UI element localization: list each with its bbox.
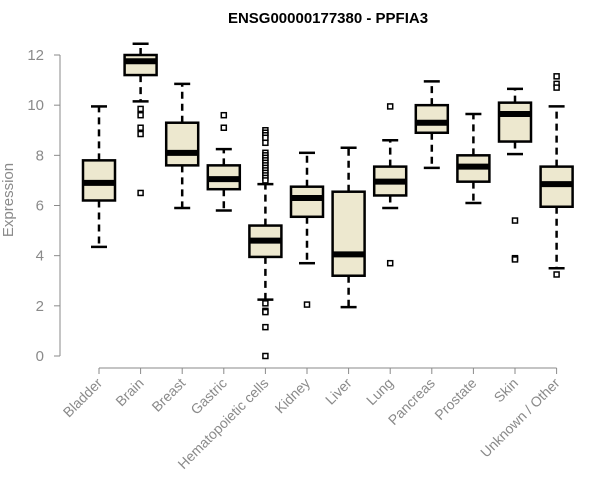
outlier-point: [262, 300, 269, 307]
y-tick-label: 6: [36, 198, 44, 215]
x-tick-label: Lung: [363, 375, 396, 408]
box-gastric: [206, 111, 242, 212]
y-axis-label: Expression: [0, 163, 17, 237]
outlier-point: [262, 308, 269, 316]
x-tick-label: Bladder: [60, 375, 106, 421]
box-bladder: [81, 105, 117, 249]
outlier-point: [137, 111, 144, 119]
box-lung: [372, 103, 408, 267]
y-tick-label: 10: [27, 97, 44, 114]
iqr-box: [123, 53, 158, 77]
x-tick-label: Breast: [148, 375, 188, 415]
outlier-point: [553, 73, 560, 80]
box-skin: [497, 87, 533, 263]
y-tick-label: 8: [36, 147, 44, 164]
box-hematopoietic-cells: [248, 127, 283, 360]
y-tick-label: 4: [36, 248, 44, 265]
x-tick-label: Skin: [491, 375, 522, 406]
box-liver: [331, 146, 366, 309]
y-tick-label: 2: [36, 298, 44, 315]
iqr-box: [164, 121, 200, 167]
outlier-point: [511, 256, 519, 263]
x-tick-label: Liver: [322, 375, 355, 408]
iqr-box: [289, 185, 325, 219]
outlier-point: [137, 105, 144, 113]
box-breast: [164, 82, 200, 210]
box-unknown-other: [539, 73, 574, 278]
outlier-point: [386, 259, 394, 267]
y-tick-label: 0: [36, 348, 44, 365]
x-tick-label: Brain: [112, 375, 146, 409]
outlier-point: [511, 217, 519, 224]
box-pancreas: [414, 80, 450, 170]
x-tick-label: Prostate: [431, 375, 479, 423]
outlier-point: [262, 139, 269, 147]
outlier-point: [220, 111, 228, 119]
outlier-point: [262, 352, 269, 360]
outlier-point: [262, 134, 269, 142]
outlier-point: [220, 124, 228, 131]
outlier-point: [303, 301, 311, 308]
iqr-box: [497, 101, 533, 143]
outlier-point: [137, 130, 144, 138]
box-brain: [123, 42, 158, 197]
outlier-point: [386, 103, 394, 110]
outlier-point: [553, 84, 560, 91]
outlier-point: [553, 271, 560, 278]
chart-title: ENSG00000177380 - PPFIA3: [228, 10, 428, 27]
outlier-point: [262, 323, 269, 331]
x-tick-label: Kidney: [272, 375, 314, 417]
boxes: [81, 42, 574, 360]
iqr-box: [414, 103, 450, 135]
outlier-point: [137, 124, 144, 131]
box-kidney: [289, 151, 325, 308]
y-axis: 0 2 4 6 8 10 12: [27, 47, 61, 365]
outlier-point: [137, 189, 144, 197]
iqr-box: [331, 190, 366, 277]
y-tick-label: 12: [27, 47, 44, 64]
box-prostate: [456, 112, 491, 205]
outlier-point: [262, 177, 269, 184]
x-tick-label: Unknown / Other: [477, 375, 563, 461]
